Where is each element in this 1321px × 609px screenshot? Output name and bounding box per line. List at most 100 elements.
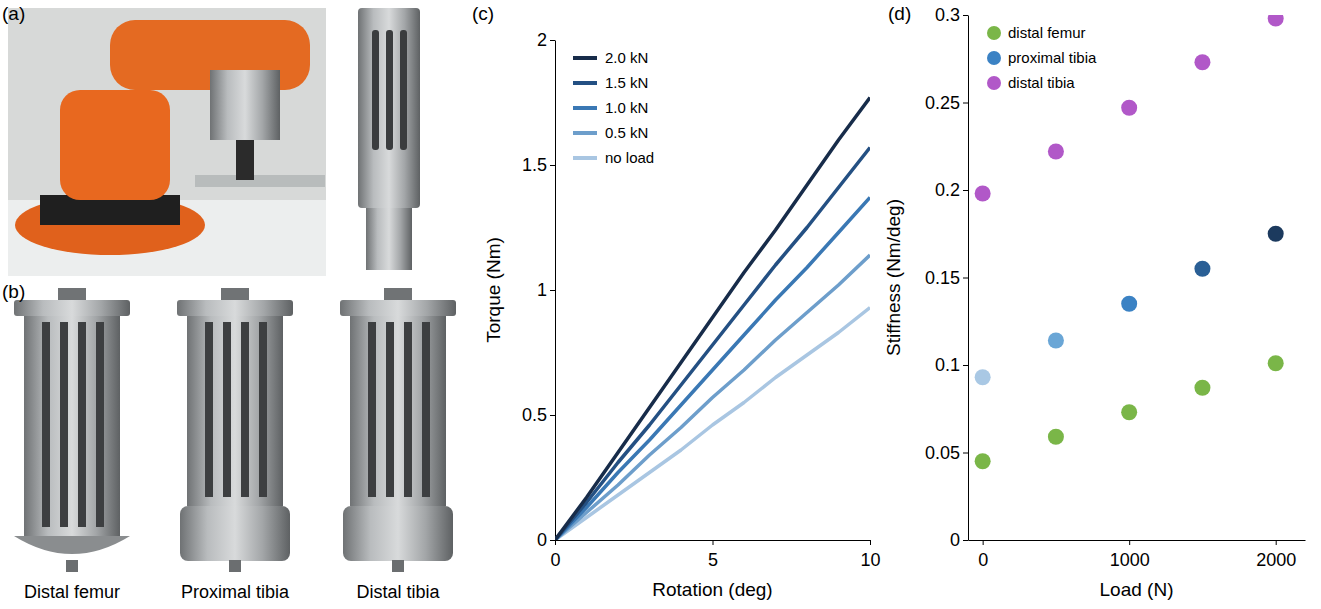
plot-area [555, 98, 870, 541]
tick-label: 0 [550, 550, 560, 570]
photo-a [8, 8, 326, 276]
implant-tip [392, 560, 404, 572]
tick-mark [555, 540, 556, 545]
tick: 0 [550, 540, 560, 570]
photo-robot-chuck [210, 70, 280, 140]
tick: 2000 [1256, 540, 1296, 570]
tick-mark [963, 190, 968, 191]
tick-mark [550, 415, 555, 416]
x-axis: 0 5 10 [550, 540, 880, 570]
implant-tip [66, 560, 78, 572]
panel-label: (c) [472, 3, 494, 24]
tool-slot [372, 30, 379, 150]
x-axis-title: Rotation (deg) [652, 579, 772, 600]
implant [177, 288, 293, 572]
tick-label: 0.25 [925, 93, 960, 113]
tick-label: 1.5 [522, 155, 547, 175]
y-axis: 00.511.52 [522, 30, 556, 550]
point [1048, 429, 1064, 445]
tick-mark [713, 540, 714, 545]
tick-label: 2 [537, 30, 547, 50]
panel-label: (b) [2, 281, 25, 302]
implant-slot [386, 322, 394, 497]
legend-label: distal tibia [1008, 74, 1075, 91]
photo-background [8, 8, 326, 276]
point [1268, 355, 1284, 371]
implant-cap [58, 288, 86, 302]
implant-tip [229, 560, 241, 572]
tick-label: 5 [708, 550, 718, 570]
tick-mark [1129, 540, 1130, 545]
series-line [555, 148, 870, 541]
point [1121, 404, 1137, 420]
series-line [555, 98, 870, 541]
tick-mark [870, 540, 871, 545]
tick-label: 10 [860, 550, 880, 570]
tick-label: 1000 [1110, 550, 1150, 570]
implant [14, 288, 130, 572]
legend: 2.0 kN1.5 kN1.0 kN0.5 kNno load [573, 49, 654, 166]
point [1194, 261, 1210, 277]
implant-slot [223, 322, 231, 497]
point [1194, 54, 1210, 70]
photo-tool [358, 8, 420, 270]
axis-line [968, 16, 969, 541]
tool-body [358, 8, 420, 208]
tick-mark [550, 290, 555, 291]
x-axis: 0 1000 2000 [969, 540, 1306, 570]
y-axis-title: Torque (Nm) [483, 237, 504, 343]
legend-label: 1.0 kN [605, 99, 648, 116]
panel-label: (d) [888, 3, 911, 24]
x-axis-title: Load (N) [1100, 579, 1174, 600]
tick-label: 0 [950, 530, 960, 550]
point [975, 453, 991, 469]
implant-cap [221, 288, 249, 302]
y-axis-title: Stiffness (Nm/deg) [883, 199, 904, 356]
y-axis: 00.050.10.150.20.250.3 [925, 5, 969, 550]
legend-swatch [573, 131, 597, 135]
tick-label: 0.5 [522, 405, 547, 425]
legend-swatch [573, 106, 597, 110]
series-line [555, 255, 870, 540]
tick-mark [963, 365, 968, 366]
point [1194, 380, 1210, 396]
tick: 0.5 [522, 405, 555, 425]
legend: distal femurproximal tibiadistal tibia [987, 24, 1097, 91]
tick: 0.05 [925, 443, 968, 463]
legend-swatch [987, 51, 1001, 65]
point [1268, 226, 1284, 242]
point [975, 369, 991, 385]
tick: 10 [860, 540, 880, 570]
tool-shank [366, 208, 412, 270]
tick-label: 0 [978, 550, 988, 570]
legend-label: proximal tibia [1008, 49, 1097, 66]
implant-slot [368, 322, 376, 497]
tick: 0.3 [935, 5, 968, 25]
tick-mark [1276, 540, 1277, 545]
tick: 5 [708, 540, 718, 570]
tick-mark [963, 453, 968, 454]
implant-slot [96, 322, 104, 527]
axis-line [969, 540, 1306, 541]
implant-slot [259, 322, 267, 497]
legend-swatch [987, 76, 1001, 90]
legend-swatch [573, 156, 597, 160]
tick-label: 0.15 [925, 268, 960, 288]
point [1121, 100, 1137, 116]
implant [340, 288, 456, 572]
implant-body [350, 316, 446, 506]
implant-flange [177, 300, 293, 316]
photo-robot-base [15, 195, 205, 255]
implant-flange [340, 300, 456, 316]
tick: 1 [537, 280, 555, 300]
photo-b [14, 288, 456, 572]
tick-mark [550, 540, 555, 541]
tick-mark [983, 540, 984, 545]
chart: 051000.511.52Rotation (deg)Torque (Nm)2.… [483, 30, 881, 600]
tick: 1000 [1110, 540, 1150, 570]
tick: 0 [950, 530, 968, 550]
legend-label: 0.5 kN [605, 124, 648, 141]
tick-mark [963, 103, 968, 104]
point [1048, 333, 1064, 349]
caption: Distal femur [24, 582, 120, 602]
